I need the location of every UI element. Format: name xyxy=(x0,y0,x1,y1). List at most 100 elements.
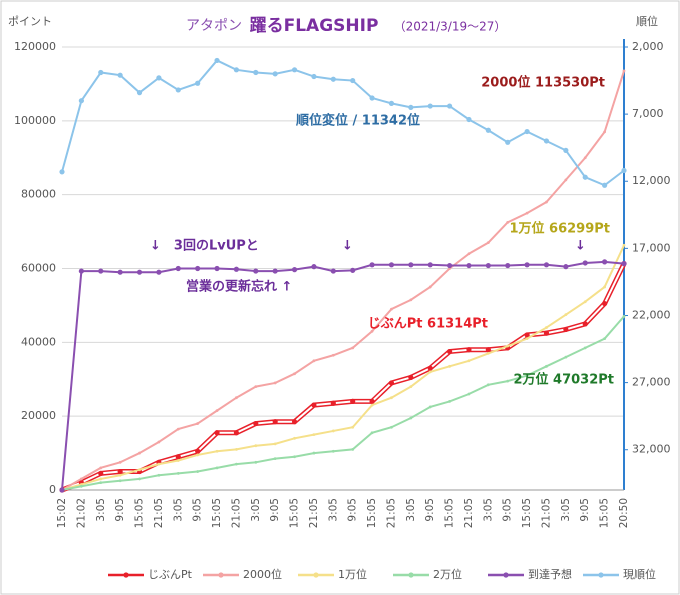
x-tick-label: 9:05 xyxy=(114,498,126,522)
point xyxy=(428,285,432,289)
chart-title: 躍るFLAGSHIP xyxy=(250,16,379,36)
y-axis-label: ポイント xyxy=(8,15,52,28)
y-tick-label: 60000 xyxy=(21,262,56,275)
point xyxy=(408,104,414,111)
legend-marker xyxy=(598,572,604,578)
point xyxy=(409,416,413,420)
point xyxy=(273,442,277,446)
x-tick-label: 21:05 xyxy=(385,498,397,528)
point xyxy=(583,346,587,350)
point xyxy=(59,169,65,175)
point xyxy=(351,425,355,429)
point xyxy=(427,365,433,371)
point xyxy=(138,468,141,472)
point xyxy=(505,262,511,269)
point xyxy=(254,460,258,464)
x-tick-label: 15:02 xyxy=(56,498,68,528)
point xyxy=(253,69,259,76)
y2-tick-label: 2,000 xyxy=(632,40,664,53)
point xyxy=(485,347,491,353)
point xyxy=(350,77,356,84)
point xyxy=(602,259,608,265)
point xyxy=(311,402,317,408)
point xyxy=(117,269,123,275)
point xyxy=(545,326,548,329)
annotation: 1万位 66299Pt xyxy=(509,221,610,237)
y2-tick-label: 7,000 xyxy=(632,107,664,120)
point xyxy=(175,454,181,460)
point xyxy=(331,449,335,453)
annotation: 2万位 47032Pt xyxy=(513,372,614,388)
point xyxy=(196,470,200,473)
point xyxy=(311,73,317,80)
point xyxy=(370,431,374,435)
point xyxy=(98,69,104,76)
series-line xyxy=(61,70,625,491)
point xyxy=(214,430,220,436)
x-tick-label: 3:05 xyxy=(327,498,339,522)
point xyxy=(254,444,258,448)
point xyxy=(233,67,240,73)
point xyxy=(408,262,414,268)
point xyxy=(138,451,141,455)
point xyxy=(293,436,296,440)
point xyxy=(156,269,162,275)
point xyxy=(176,427,180,431)
point xyxy=(466,347,472,353)
x-tick-label: 15:05 xyxy=(521,498,533,528)
point xyxy=(564,178,568,182)
point xyxy=(233,430,240,436)
point xyxy=(98,470,104,476)
point xyxy=(390,307,393,311)
point xyxy=(370,329,374,333)
point xyxy=(369,262,375,268)
point xyxy=(448,364,451,368)
point xyxy=(293,372,296,376)
point xyxy=(390,425,393,429)
point xyxy=(118,473,122,477)
point xyxy=(273,381,277,385)
series-5 xyxy=(59,57,627,188)
y2-tick-label: 12,000 xyxy=(632,174,671,187)
point xyxy=(138,477,141,481)
point xyxy=(98,268,104,274)
point xyxy=(603,337,607,341)
point xyxy=(235,447,238,451)
point xyxy=(350,267,356,273)
point xyxy=(117,468,123,475)
point xyxy=(312,359,316,363)
point xyxy=(195,448,201,454)
x-tick-label: 15:05 xyxy=(211,498,223,528)
y-tick-label: 120000 xyxy=(14,40,56,53)
point xyxy=(446,103,453,109)
point xyxy=(156,75,162,81)
point xyxy=(602,300,608,307)
point xyxy=(467,392,471,396)
point xyxy=(524,262,530,268)
point xyxy=(330,76,336,82)
annotation: ↓ xyxy=(342,239,353,254)
point xyxy=(214,57,220,64)
point xyxy=(563,264,569,270)
point xyxy=(195,265,201,272)
x-tick-label: 3:05 xyxy=(250,498,262,522)
point xyxy=(506,220,510,224)
point xyxy=(602,182,608,188)
x-tick-label: 3:05 xyxy=(95,498,107,522)
point xyxy=(312,451,316,455)
y2-tick-label: 27,000 xyxy=(632,376,671,389)
point xyxy=(563,326,569,333)
legend-marker xyxy=(313,572,319,578)
point xyxy=(408,374,414,381)
annotation: 営業の更新忘れ ↑ xyxy=(186,279,292,295)
series-line xyxy=(61,260,625,491)
point xyxy=(157,462,161,466)
point xyxy=(312,433,316,437)
point xyxy=(311,264,317,270)
point xyxy=(235,396,238,400)
annotation: ↓ 3回のLvUPと xyxy=(150,239,259,254)
point xyxy=(253,420,259,427)
point xyxy=(78,268,84,274)
x-tick-label: 21:05 xyxy=(463,498,475,528)
